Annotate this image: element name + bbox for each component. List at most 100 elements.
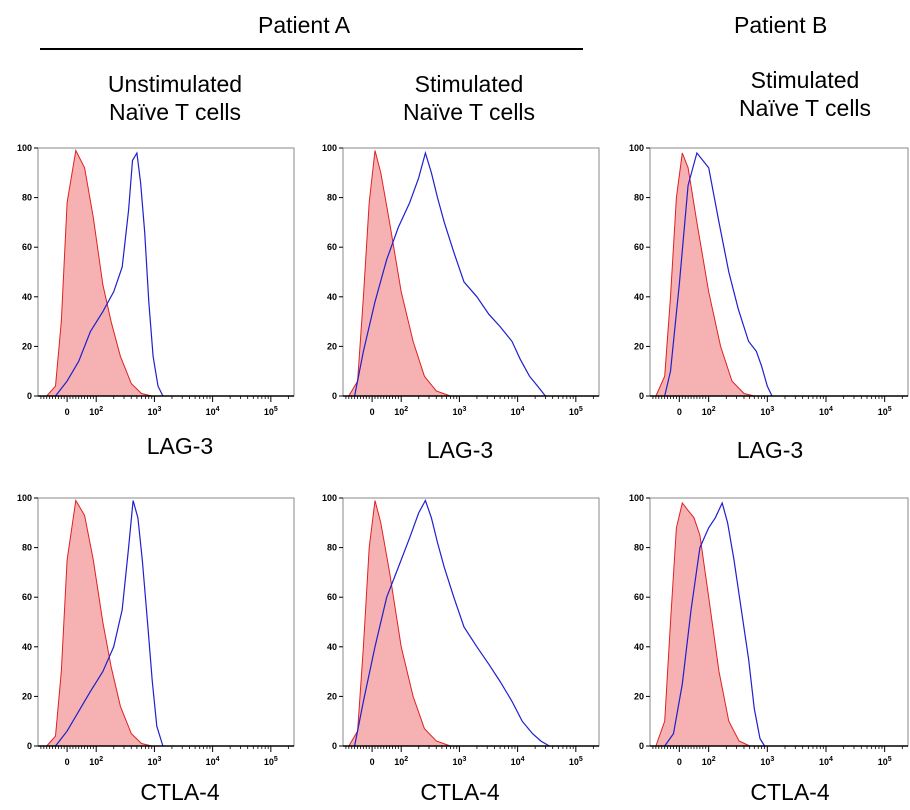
column-header-line-2: Naïve T cells (738, 95, 872, 121)
x-tick-label: 102 (89, 756, 103, 767)
column-header-unstimulated-patient-a: Unstimulated Naïve T cells (70, 70, 280, 126)
marker-histogram (354, 499, 550, 747)
histogram-ctla4-patient-a-stimulated: 0 20 40 60 80 100 0 102 103 104 105 (322, 493, 600, 767)
marker-histogram (354, 150, 546, 397)
x-tick-label: 102 (702, 406, 716, 417)
x-tick-label: 0 (65, 757, 70, 767)
y-tick-label: 0 (332, 391, 337, 401)
x-tick-label: 0 (370, 407, 375, 417)
isotype-histogram (45, 148, 152, 397)
x-tick-label: 102 (702, 756, 716, 767)
x-tick-label: 103 (760, 756, 774, 767)
y-tick-label: 40 (327, 642, 337, 652)
x-tick-label: 0 (65, 407, 70, 417)
isotype-histogram (655, 501, 750, 747)
y-tick-label: 60 (22, 242, 32, 252)
y-tick-label: 60 (327, 592, 337, 602)
column-header-line-2: Naïve T cells (402, 99, 536, 125)
x-tick-label: 103 (452, 406, 466, 417)
y-tick-label: 100 (322, 493, 337, 503)
y-tick-label: 100 (17, 143, 32, 153)
y-tick-label: 100 (629, 143, 644, 153)
x-tick-label: 104 (206, 406, 220, 417)
y-tick-label: 60 (22, 592, 32, 602)
x-tick-label: 102 (394, 756, 408, 767)
y-tick-label: 0 (27, 741, 32, 751)
y-tick-label: 100 (629, 493, 644, 503)
y-tick-label: 100 (322, 143, 337, 153)
x-axis-label-ctla4-col1: CTLA-4 (140, 779, 220, 805)
x-tick-label: 105 (878, 756, 892, 767)
y-tick-label: 60 (634, 592, 644, 602)
x-axis-label-lag3-col3: LAG-3 (736, 437, 804, 463)
x-tick-label: 0 (677, 757, 682, 767)
marker-histogram (55, 500, 164, 747)
y-tick-label: 20 (22, 341, 32, 351)
y-tick-label: 20 (634, 341, 644, 351)
patient-a-divider (40, 48, 583, 50)
x-tick-label: 105 (264, 406, 278, 417)
x-axis-label-lag3-col1: LAG-3 (146, 433, 214, 459)
column-header-line-1: Stimulated (414, 71, 524, 97)
y-tick-label: 40 (634, 292, 644, 302)
column-header-line-1: Stimulated (750, 67, 860, 93)
histogram-ctla4-patient-a-unstimulated: 0 20 40 60 80 100 0 102 103 104 105 (17, 493, 295, 767)
y-tick-label: 40 (22, 292, 32, 302)
y-tick-label: 80 (327, 543, 337, 553)
y-tick-label: 40 (327, 292, 337, 302)
histogram-lag3-patient-a-stimulated: 0 20 40 60 80 100 0 102 103 104 105 (322, 143, 600, 417)
y-tick-label: 80 (22, 543, 32, 553)
x-tick-label: 102 (89, 406, 103, 417)
y-tick-label: 0 (332, 741, 337, 751)
y-tick-label: 20 (327, 341, 337, 351)
isotype-histogram (347, 150, 451, 397)
y-tick-label: 40 (22, 642, 32, 652)
y-tick-label: 80 (22, 193, 32, 203)
patient-a-header: Patient A (258, 12, 351, 38)
y-tick-label: 60 (327, 242, 337, 252)
y-tick-label: 0 (639, 391, 644, 401)
x-tick-label: 104 (511, 406, 525, 417)
y-tick-label: 20 (327, 691, 337, 701)
y-tick-label: 40 (634, 642, 644, 652)
x-tick-label: 105 (264, 756, 278, 767)
y-tick-label: 80 (327, 193, 337, 203)
marker-histogram (55, 151, 164, 397)
x-tick-label: 105 (569, 756, 583, 767)
y-tick-label: 20 (22, 691, 32, 701)
x-tick-label: 105 (878, 406, 892, 417)
x-tick-label: 103 (760, 406, 774, 417)
x-tick-label: 105 (569, 406, 583, 417)
x-tick-label: 104 (819, 406, 833, 417)
x-tick-label: 0 (677, 407, 682, 417)
isotype-histogram (347, 500, 451, 747)
isotype-histogram (655, 152, 755, 397)
y-tick-label: 60 (634, 242, 644, 252)
x-tick-label: 104 (206, 756, 220, 767)
isotype-histogram (45, 499, 152, 747)
x-tick-label: 103 (452, 756, 466, 767)
x-axis-label-lag3-col2: LAG-3 (426, 437, 494, 463)
y-tick-label: 20 (634, 691, 644, 701)
x-tick-label: 103 (147, 756, 161, 767)
marker-histogram (664, 151, 773, 397)
x-tick-label: 104 (511, 756, 525, 767)
column-header-line-1: Unstimulated (107, 71, 243, 97)
x-tick-label: 104 (819, 756, 833, 767)
x-tick-label: 102 (394, 406, 408, 417)
column-header-line-2: Naïve T cells (108, 99, 242, 125)
x-tick-label: 103 (147, 406, 161, 417)
column-header-stimulated-patient-a: Stimulated Naïve T cells (364, 70, 574, 126)
x-axis-label-ctla4-col3: CTLA-4 (750, 779, 830, 805)
y-tick-label: 80 (634, 543, 644, 553)
patient-b-header: Patient B (734, 12, 828, 38)
y-tick-label: 80 (634, 193, 644, 203)
x-tick-label: 0 (370, 757, 375, 767)
marker-histogram (664, 501, 766, 747)
histogram-ctla4-patient-b-stimulated: 0 20 40 60 80 100 0 102 103 104 105 (629, 493, 909, 767)
histogram-lag3-patient-b-stimulated: 0 20 40 60 80 100 0 102 103 104 105 (629, 143, 909, 417)
y-tick-label: 100 (17, 493, 32, 503)
histogram-lag3-patient-a-unstimulated: 0 20 40 60 80 100 0 102 103 104 105 (17, 143, 295, 417)
y-tick-label: 0 (27, 391, 32, 401)
column-header-stimulated-patient-b: Stimulated Naïve T cells (700, 66, 910, 122)
